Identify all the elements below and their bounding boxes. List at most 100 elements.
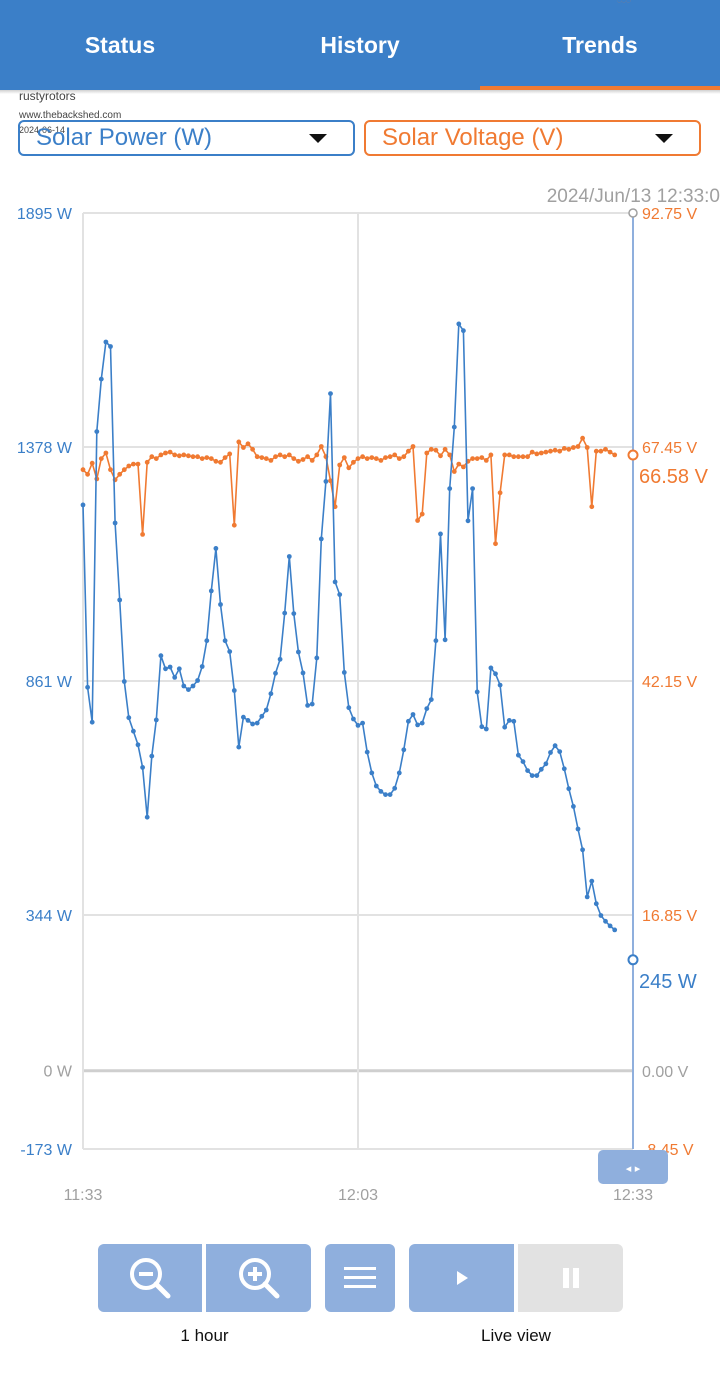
- voltage-point: [314, 452, 320, 458]
- zoom-out-button[interactable]: [98, 1244, 202, 1312]
- voltage-point: [571, 445, 576, 450]
- power-point: [291, 611, 297, 616]
- power-point: [296, 649, 301, 655]
- current-voltage-value: 66.58 V: [639, 466, 709, 488]
- menu-button[interactable]: [325, 1244, 395, 1312]
- voltage-point: [424, 450, 430, 456]
- power-point: [419, 720, 425, 726]
- power-point: [493, 671, 498, 677]
- power-point: [245, 718, 251, 723]
- active-tab-indicator: [480, 86, 720, 90]
- power-point: [323, 479, 329, 484]
- right-tick-label: 67.45 V: [642, 440, 697, 457]
- left-series-select[interactable]: Solar Power (W): [18, 120, 355, 156]
- power-point: [108, 344, 113, 349]
- power-point: [167, 664, 173, 670]
- power-current-marker: [627, 954, 639, 966]
- voltage-point: [222, 455, 228, 460]
- voltage-point: [300, 457, 306, 462]
- power-point: [163, 666, 168, 672]
- voltage-point: [163, 450, 168, 456]
- scroll-handle[interactable]: [598, 1150, 668, 1184]
- power-point: [328, 391, 333, 396]
- voltage-point: [85, 471, 90, 477]
- voltage-point: [208, 456, 214, 461]
- voltage-point: [607, 449, 613, 455]
- pause-button[interactable]: [518, 1244, 623, 1312]
- voltage-point: [355, 456, 361, 461]
- voltage-point: [346, 465, 352, 471]
- voltage-point: [525, 454, 530, 460]
- tab-trends[interactable]: Trends: [562, 31, 638, 58]
- left-axis-ticks: 1895 W 1378 W 861 W 344 W 0 W -173 W: [17, 206, 73, 1159]
- power-point: [337, 592, 343, 597]
- power-point: [387, 792, 393, 797]
- voltage-point: [593, 448, 599, 454]
- voltage-point: [433, 447, 439, 453]
- power-point: [309, 701, 315, 707]
- voltage-current-marker: [627, 449, 639, 461]
- voltage-point: [286, 452, 292, 458]
- power-point: [94, 429, 100, 434]
- voltage-point: [296, 458, 301, 464]
- watermark-user: rustyrotors: [19, 89, 76, 103]
- power-point: [144, 814, 150, 820]
- power-point: [584, 894, 590, 900]
- voltage-point: [451, 469, 457, 474]
- voltage-point: [488, 452, 494, 458]
- power-line: [82, 323, 616, 931]
- power-point: [529, 773, 535, 778]
- voltage-point: [245, 441, 251, 447]
- power-point: [479, 724, 485, 730]
- power-point: [516, 752, 521, 758]
- power-point: [621, 0, 627, 3]
- right-series-select[interactable]: Solar Voltage (V): [364, 120, 701, 156]
- zoom-caption: 1 hour: [180, 1326, 229, 1345]
- voltage-point: [254, 454, 260, 460]
- voltage-point: [561, 446, 567, 451]
- power-point: [461, 328, 466, 334]
- voltage-point: [153, 456, 159, 461]
- power-point: [598, 913, 604, 918]
- power-point: [428, 697, 434, 702]
- power-point: [378, 789, 384, 794]
- voltage-point: [117, 471, 123, 477]
- play-button[interactable]: [409, 1244, 514, 1312]
- power-point: [488, 665, 494, 671]
- voltage-point: [511, 454, 517, 460]
- power-point: [158, 653, 164, 659]
- power-point: [603, 918, 608, 924]
- power-point: [259, 713, 265, 719]
- power-point: [401, 747, 407, 753]
- power-point: [355, 723, 361, 728]
- tab-history[interactable]: History: [320, 31, 400, 58]
- zoom-in-button[interactable]: [206, 1244, 311, 1312]
- x-tick-label: 11:33: [64, 1187, 103, 1204]
- voltage-point: [80, 467, 86, 473]
- power-point: [433, 638, 439, 644]
- power-point: [236, 744, 242, 750]
- power-point: [268, 691, 274, 697]
- power-point: [589, 878, 595, 884]
- voltage-point: [135, 461, 141, 467]
- voltage-point: [369, 455, 375, 460]
- power-point: [506, 718, 512, 723]
- power-point: [373, 783, 379, 789]
- tab-status[interactable]: Status: [84, 31, 156, 58]
- power-point: [241, 714, 246, 720]
- current-power-value: 245 W: [639, 971, 697, 993]
- power-point: [195, 678, 201, 683]
- power-point: [277, 656, 283, 662]
- voltage-point: [131, 461, 136, 467]
- trend-chart[interactable]: 2024/Jun/13 12:33:0 1895 W 1378 W 861 W 344…: [0, 0, 720, 1215]
- power-point: [149, 753, 155, 759]
- voltage-point: [149, 454, 155, 460]
- voltage-point: [442, 446, 448, 452]
- watermark-site: www.thebackshed.com: [19, 110, 122, 121]
- power-point: [626, 0, 631, 3]
- power-point: [346, 705, 352, 711]
- chevron-down-icon: [655, 133, 673, 143]
- right-tick-label: 92.75 V: [642, 206, 697, 223]
- power-point: [442, 637, 448, 643]
- power-point: [172, 675, 178, 680]
